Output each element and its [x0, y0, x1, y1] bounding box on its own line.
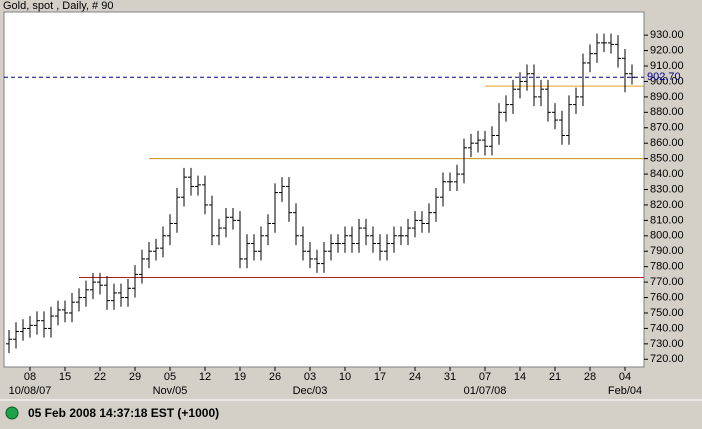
y-tick-label: 840.00 [650, 168, 684, 180]
y-tick-label: 770.00 [650, 276, 684, 288]
plot-area [3, 11, 645, 368]
x-major-label: Feb/04 [608, 385, 642, 397]
x-tick-label: 29 [129, 371, 141, 383]
x-tick-label: 05 [164, 371, 176, 383]
y-tick-label: 890.00 [650, 91, 684, 103]
x-tick-label: 07 [479, 371, 491, 383]
y-tick-label: 860.00 [650, 137, 684, 149]
y-tick-label: 820.00 [650, 199, 684, 211]
x-major-label: 01/07/08 [464, 385, 507, 397]
y-tick-label: 750.00 [650, 307, 684, 319]
x-tick-label: 12 [199, 371, 211, 383]
y-tick-label: 880.00 [650, 106, 684, 118]
x-tick-label: 28 [584, 371, 596, 383]
x-tick-label: 03 [304, 371, 316, 383]
x-tick-label: 17 [374, 371, 386, 383]
y-tick-label: 730.00 [650, 338, 684, 350]
y-tick-label: 910.00 [650, 60, 684, 72]
x-major-label: Nov/05 [153, 385, 188, 397]
y-tick-label: 810.00 [650, 214, 684, 226]
x-tick-label: 14 [514, 371, 526, 383]
x-tick-label: 31 [444, 371, 456, 383]
y-tick-label: 900.00 [650, 75, 684, 87]
status-text: 05 Feb 2008 14:37:18 EST (+1000) [28, 406, 219, 420]
x-tick-label: 08 [24, 371, 36, 383]
y-tick-label: 920.00 [650, 44, 684, 56]
status-icon [5, 406, 19, 420]
x-tick-label: 26 [269, 371, 281, 383]
y-tick-label: 740.00 [650, 322, 684, 334]
last-price-label: 902.70 [647, 71, 681, 83]
x-tick-label: 19 [234, 371, 246, 383]
y-tick-label: 850.00 [650, 153, 684, 165]
y-tick-label: 790.00 [650, 245, 684, 257]
x-tick-label: 24 [409, 371, 421, 383]
y-tick-label: 870.00 [650, 122, 684, 134]
y-tick-label: 760.00 [650, 291, 684, 303]
x-tick-label: 10 [339, 371, 351, 383]
x-tick-label: 04 [619, 371, 631, 383]
y-tick-label: 780.00 [650, 261, 684, 273]
y-tick-label: 800.00 [650, 230, 684, 242]
y-tick-label: 830.00 [650, 183, 684, 195]
chart-title: Gold, spot , Daily, # 90 [3, 0, 113, 12]
x-tick-label: 21 [549, 371, 561, 383]
x-major-label: 10/08/07 [9, 385, 52, 397]
y-tick-label: 720.00 [650, 353, 684, 365]
x-tick-label: 22 [94, 371, 106, 383]
y-tick-label: 930.00 [650, 29, 684, 41]
x-major-label: Dec/03 [293, 385, 328, 397]
x-tick-label: 15 [59, 371, 71, 383]
